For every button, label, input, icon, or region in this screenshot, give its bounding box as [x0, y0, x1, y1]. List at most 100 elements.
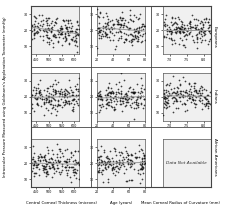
Point: [42, 155, 46, 159]
Point: [142, 153, 146, 157]
Point: [34, 30, 38, 33]
Point: [191, 93, 195, 97]
Point: [180, 28, 184, 32]
Point: [70, 93, 74, 96]
Point: [100, 172, 104, 175]
Point: [74, 88, 78, 91]
Point: [179, 26, 182, 29]
Point: [63, 165, 67, 168]
Point: [132, 91, 136, 94]
Point: [177, 42, 181, 45]
Point: [193, 26, 197, 30]
Point: [65, 147, 69, 151]
Point: [75, 32, 79, 35]
Point: [59, 32, 63, 35]
Point: [106, 85, 110, 88]
Point: [96, 94, 100, 98]
Point: [36, 87, 39, 90]
Point: [55, 155, 59, 159]
Point: [70, 38, 74, 41]
Point: [114, 98, 118, 101]
Point: [138, 172, 142, 175]
Point: [200, 88, 204, 92]
Point: [45, 30, 49, 33]
Point: [62, 92, 66, 95]
Point: [207, 23, 211, 27]
Point: [99, 28, 103, 31]
Point: [70, 98, 74, 102]
Point: [44, 153, 47, 157]
Point: [113, 149, 116, 152]
Point: [101, 34, 105, 37]
Point: [97, 27, 100, 30]
Point: [197, 88, 201, 92]
Point: [48, 166, 52, 170]
Point: [33, 97, 37, 100]
Point: [103, 167, 107, 170]
Point: [65, 25, 69, 28]
Point: [171, 101, 174, 104]
Point: [207, 29, 211, 32]
Point: [192, 89, 196, 92]
Point: [105, 32, 108, 35]
Point: [35, 32, 39, 35]
Point: [129, 153, 133, 156]
Point: [124, 94, 128, 97]
Point: [70, 29, 74, 32]
Point: [34, 163, 38, 166]
Point: [114, 17, 118, 20]
Point: [130, 153, 134, 156]
Point: [135, 34, 139, 38]
Point: [137, 16, 141, 20]
Point: [142, 97, 146, 100]
Point: [104, 28, 108, 31]
Point: [142, 156, 146, 160]
Point: [126, 158, 129, 161]
Point: [169, 88, 173, 91]
Point: [126, 161, 130, 164]
Point: [186, 26, 189, 30]
Point: [40, 25, 44, 28]
Point: [178, 82, 182, 85]
Point: [137, 27, 141, 30]
Point: [104, 12, 108, 15]
Point: [195, 96, 198, 99]
Point: [132, 100, 136, 104]
Point: [121, 16, 125, 20]
Point: [135, 95, 139, 98]
Point: [50, 157, 53, 160]
Point: [142, 163, 146, 166]
Point: [74, 163, 77, 166]
Point: [187, 97, 191, 100]
Point: [98, 31, 101, 34]
Point: [132, 30, 136, 34]
Point: [128, 32, 132, 35]
Point: [96, 97, 99, 100]
Point: [34, 166, 38, 169]
Point: [182, 27, 186, 31]
Point: [119, 164, 123, 167]
Point: [44, 101, 48, 104]
Point: [112, 96, 115, 99]
Point: [45, 160, 48, 163]
Point: [185, 91, 189, 94]
Point: [172, 87, 176, 90]
Point: [43, 155, 46, 158]
Point: [45, 97, 48, 100]
Point: [196, 94, 200, 98]
Point: [106, 20, 110, 23]
Point: [40, 95, 44, 98]
Point: [162, 94, 166, 98]
Point: [106, 92, 109, 95]
Point: [163, 96, 167, 99]
Point: [63, 32, 67, 36]
Point: [110, 168, 113, 171]
Point: [96, 7, 99, 10]
Point: [73, 34, 77, 37]
Point: [111, 160, 114, 163]
Point: [99, 154, 103, 157]
Point: [30, 96, 33, 99]
Point: [192, 40, 196, 44]
Point: [114, 164, 118, 167]
Point: [74, 171, 78, 174]
